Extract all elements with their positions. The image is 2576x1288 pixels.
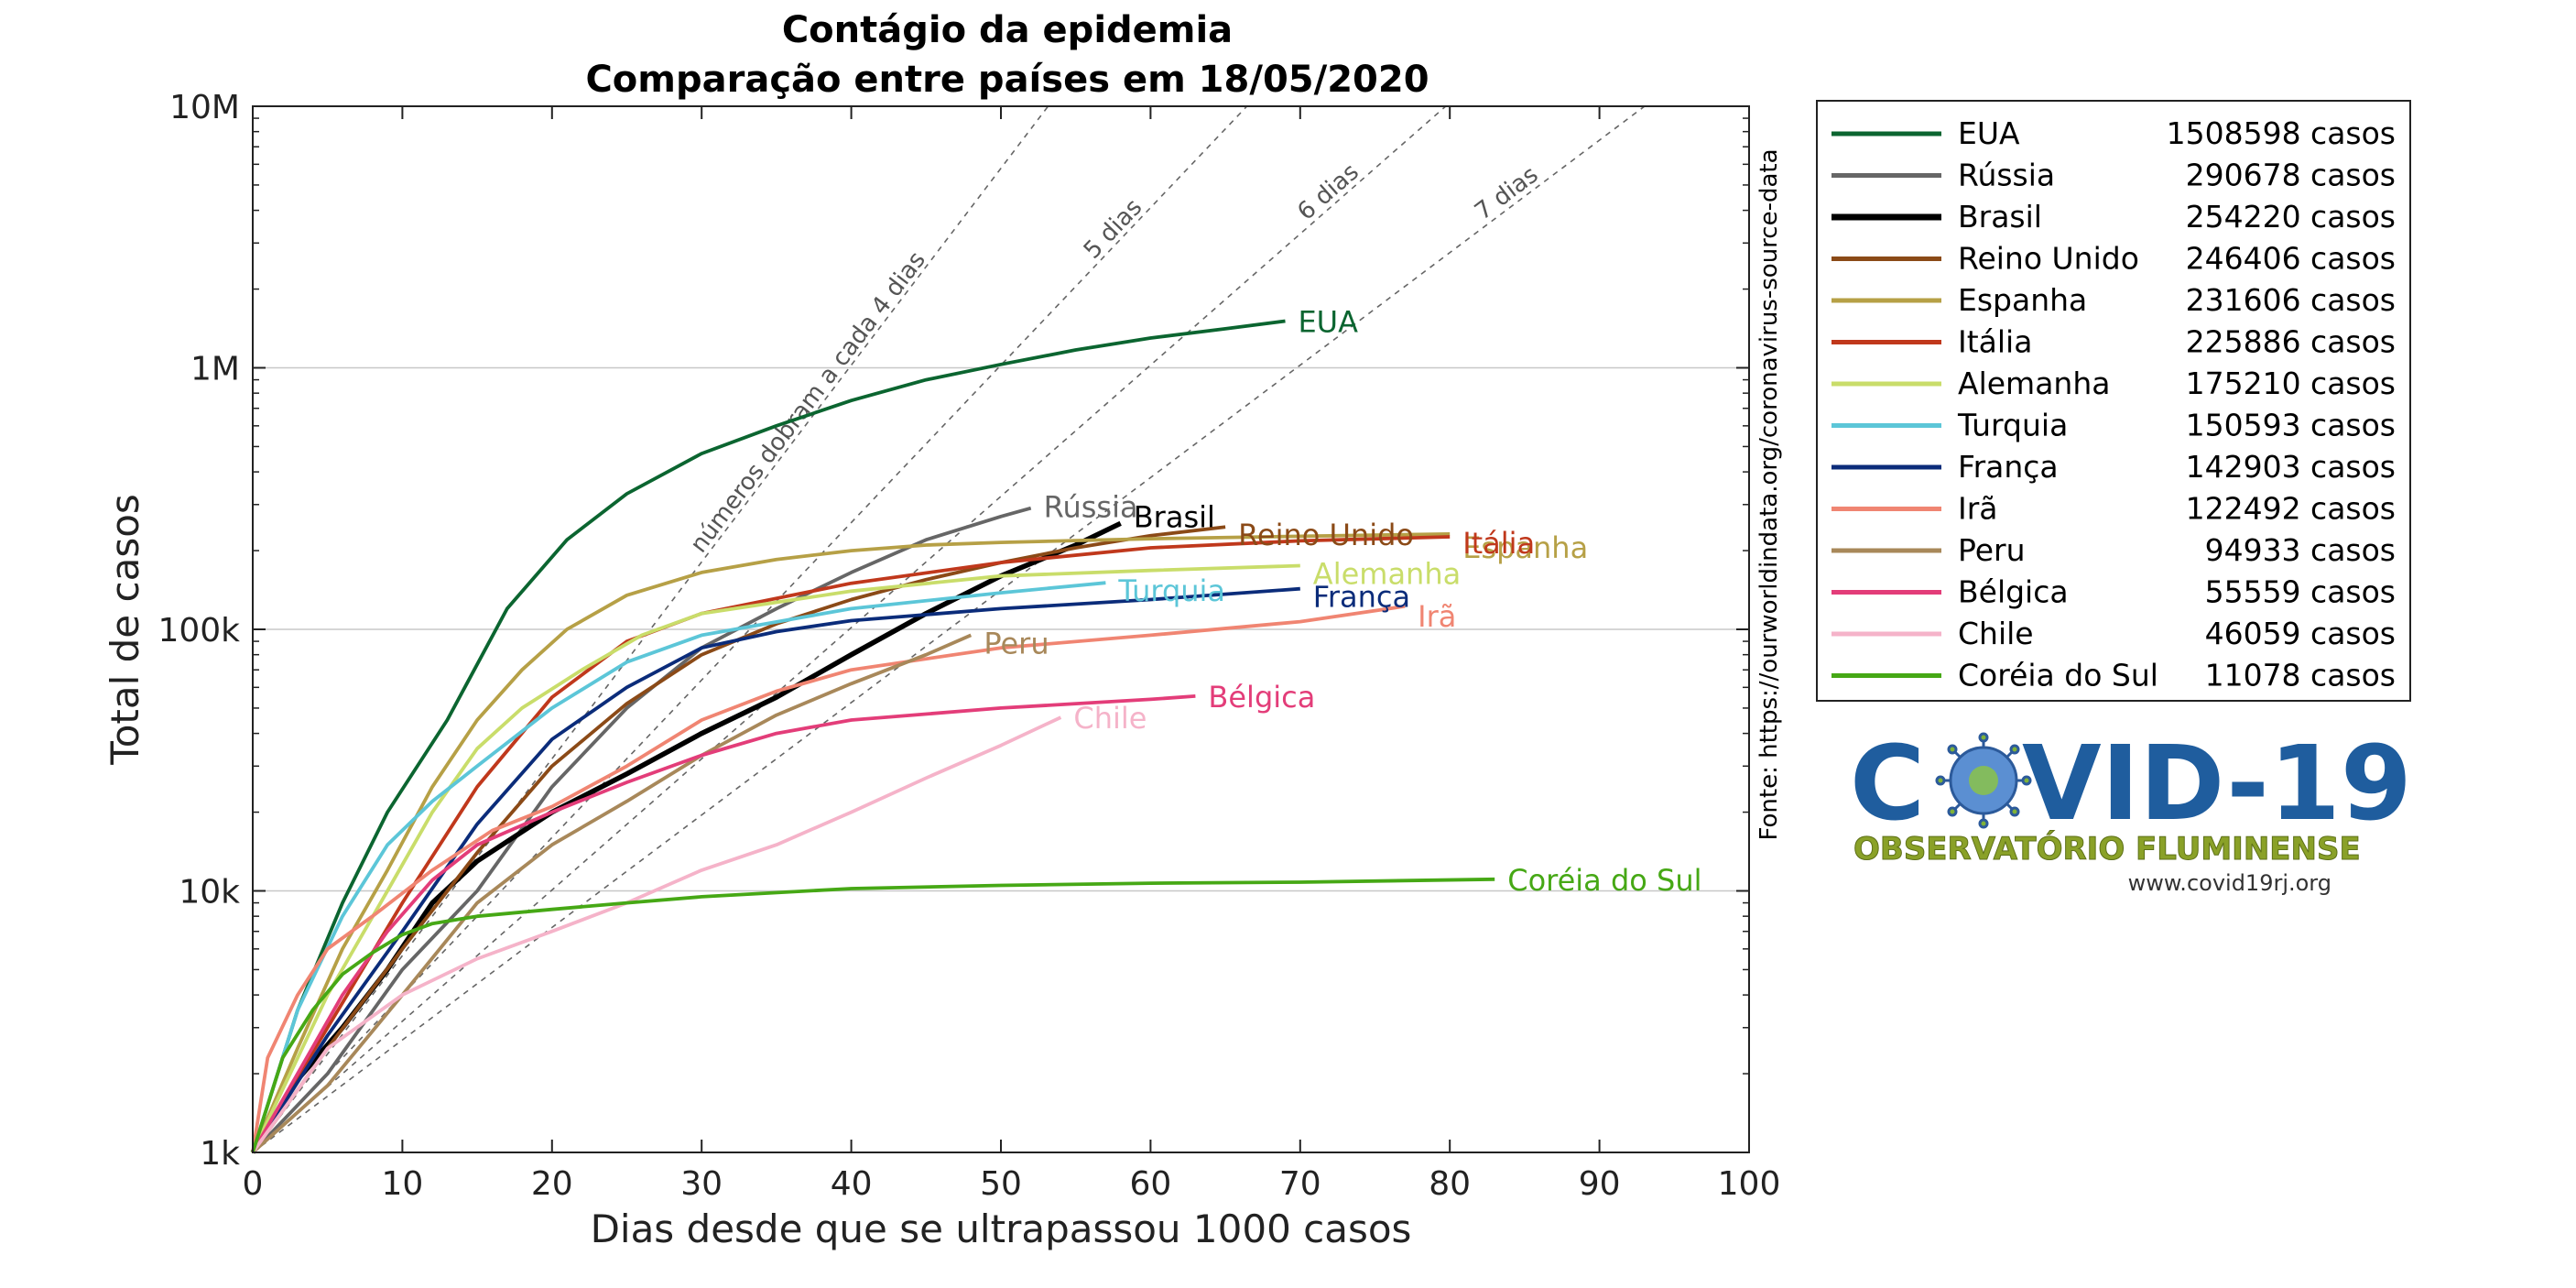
- series-line-espanha: [251, 532, 1451, 1153]
- end-label: Itália: [1462, 526, 1535, 561]
- x-tick-label: 10: [381, 1165, 423, 1203]
- legend-name: Alemanha: [1958, 366, 2110, 401]
- legend-name: Peru: [1958, 532, 2026, 568]
- legend-name: Rússia: [1958, 158, 2055, 193]
- end-label: Rússia: [1044, 490, 1138, 525]
- legend-value: 150593 casos: [2186, 408, 2396, 443]
- logo-covid-left: C: [1850, 725, 1925, 844]
- y-tick-label: 10M: [169, 89, 240, 126]
- series-line-turquia: [251, 581, 1106, 1153]
- grid-lines: [253, 366, 1749, 892]
- doubling-line-6: [252, 105, 1447, 1153]
- legend-name: Reino Unido: [1958, 241, 2139, 277]
- source-note: Fonte: https://ourworldindata.org/corona…: [1755, 148, 1783, 840]
- legend-box: [1816, 100, 2411, 702]
- doubling-line-7: [252, 105, 1646, 1153]
- end-label: Espanha: [1462, 530, 1588, 565]
- legend-value: 225886 casos: [2186, 324, 2396, 360]
- x-tick-label: 50: [980, 1165, 1022, 1203]
- x-tick-label: 0: [243, 1165, 264, 1203]
- end-label: Peru: [984, 626, 1049, 660]
- logo-url: www.covid19rj.org: [2128, 870, 2331, 896]
- end-label: França: [1313, 580, 1410, 615]
- y-tick-label: 100k: [158, 612, 240, 649]
- x-axis-label: Dias desde que se ultrapassou 1000 casos: [591, 1206, 1412, 1251]
- legend-value: 290678 casos: [2186, 158, 2396, 193]
- legend-value: 1508598 casos: [2167, 115, 2396, 151]
- x-tick-label: 80: [1429, 1165, 1471, 1203]
- series-line-peru: [251, 633, 973, 1154]
- end-label: Brasil: [1134, 499, 1215, 534]
- legend-value: 94933 casos: [2205, 532, 2396, 568]
- series-line-irã: [251, 604, 1406, 1153]
- legend-name: Espanha: [1958, 282, 2087, 318]
- doubling-line-5: [252, 105, 1248, 1153]
- end-label: Turquia: [1117, 573, 1225, 608]
- legend-value: 122492 casos: [2186, 491, 2396, 527]
- end-label: Bélgica: [1208, 680, 1315, 715]
- series-line-chile: [251, 715, 1062, 1154]
- legend-value: 175210 casos: [2186, 366, 2396, 401]
- end-label: Reino Unido: [1238, 518, 1414, 552]
- x-tick-label: 30: [680, 1165, 723, 1203]
- end-label: Alemanha: [1313, 556, 1461, 591]
- y-axis-label: Total de casos: [103, 494, 147, 766]
- x-tick-label: 70: [1279, 1165, 1321, 1203]
- series-line-frança: [251, 586, 1300, 1154]
- covid19-logo: C VID-19 OBSERVATÓRIO FLUMINENSE www.cov…: [1850, 725, 2412, 896]
- x-tick-label: 20: [531, 1165, 573, 1203]
- chart-subtitle: Comparação entre países em 18/05/2020: [585, 59, 1429, 101]
- legend-name: Coréia do Sul: [1958, 658, 2158, 693]
- legend-name: Brasil: [1958, 199, 2042, 235]
- legend-name: Irã: [1958, 491, 1998, 527]
- legend-value: 46059 casos: [2205, 616, 2396, 651]
- legend-name: Bélgica: [1958, 574, 2069, 610]
- legend-name: Itália: [1958, 324, 2032, 360]
- end-label: EUA: [1298, 305, 1358, 340]
- y-tick-label: 1k: [200, 1135, 240, 1173]
- legend: EUA 1508598 casos Rússia 290678 casos Brasil…: [1831, 115, 2396, 693]
- end-label: Chile: [1073, 701, 1147, 736]
- legend-name: EUA: [1958, 115, 2020, 151]
- end-label: Coréia do Sul: [1507, 863, 1701, 898]
- legend-value: 55559 casos: [2205, 574, 2396, 610]
- end-label: Irã: [1418, 599, 1456, 634]
- series-line-bélgica: [251, 694, 1196, 1153]
- y-tick-label: 10k: [179, 874, 240, 911]
- x-tick-label: 40: [831, 1165, 873, 1203]
- series-line-coréia-do-sul: [251, 877, 1495, 1153]
- legend-value: 231606 casos: [2186, 282, 2396, 318]
- data-series: [250, 319, 1495, 1154]
- series-line-alemanha: [251, 563, 1300, 1153]
- x-tick-label: 60: [1129, 1165, 1171, 1203]
- legend-value: 11078 casos: [2205, 658, 2396, 693]
- y-tick-label: 1M: [190, 351, 240, 388]
- legend-name: França: [1958, 449, 2059, 485]
- legend-name: Chile: [1958, 616, 2034, 651]
- x-tick-label: 100: [1718, 1165, 1781, 1203]
- legend-name: Turquia: [1957, 408, 2068, 443]
- legend-value: 246406 casos: [2186, 241, 2396, 277]
- legend-value: 254220 casos: [2186, 199, 2396, 235]
- logo-subtitle: OBSERVATÓRIO FLUMINENSE: [1853, 830, 2361, 868]
- axis-ticks: 1k 10k 100k 1M 10M 0 10 20 30 40 50 60 70 80 90 100: [158, 89, 1780, 1203]
- series-line-eua: [251, 319, 1286, 1153]
- virus-icon: [1935, 732, 2032, 829]
- x-tick-label: 90: [1579, 1165, 1621, 1203]
- chart-title: Contágio da epidemia: [782, 9, 1233, 51]
- logo-covid-right: VID-19: [2022, 725, 2412, 844]
- legend-value: 142903 casos: [2186, 449, 2396, 485]
